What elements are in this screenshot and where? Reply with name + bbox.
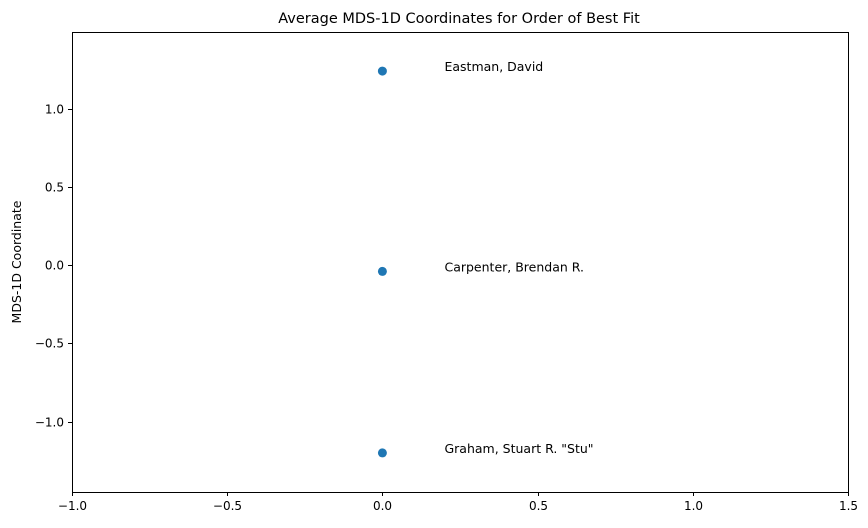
- x-axis-ticks: −1.0 −0.5 0.0 0.5 1.0 1.5: [58, 492, 858, 513]
- scatter-point: [377, 266, 387, 276]
- scatter-point: [377, 448, 387, 458]
- scatter-point: [377, 66, 387, 76]
- point-annotations: Eastman, David Carpenter, Brendan R. Graha…: [444, 59, 593, 456]
- y-axis-ticks: 1.0 0.5 0.0 −0.5 −1.0: [35, 103, 72, 430]
- point-label: Eastman, David: [444, 59, 543, 74]
- x-tick-label: 0.5: [529, 499, 548, 513]
- chart-title: Average MDS-1D Coordinates for Order of …: [278, 11, 640, 27]
- y-axis-label: MDS-1D Coordinate: [9, 200, 24, 323]
- y-tick-label: 0.5: [45, 181, 64, 195]
- plot-area-frame: [72, 32, 849, 493]
- y-tick-label: −0.5: [35, 337, 64, 351]
- x-tick-label: −1.0: [58, 499, 87, 513]
- data-points: [377, 66, 387, 458]
- y-tick-label: −1.0: [35, 416, 64, 430]
- x-tick-label: 0.0: [373, 499, 392, 513]
- point-label: Carpenter, Brendan R.: [444, 259, 584, 274]
- point-label: Graham, Stuart R. "Stu": [444, 441, 593, 456]
- x-tick-label: −0.5: [213, 499, 242, 513]
- x-tick-label: 1.5: [839, 499, 858, 513]
- x-tick-label: 1.0: [684, 499, 703, 513]
- y-tick-label: 1.0: [45, 103, 64, 117]
- y-tick-label: 0.0: [45, 259, 64, 273]
